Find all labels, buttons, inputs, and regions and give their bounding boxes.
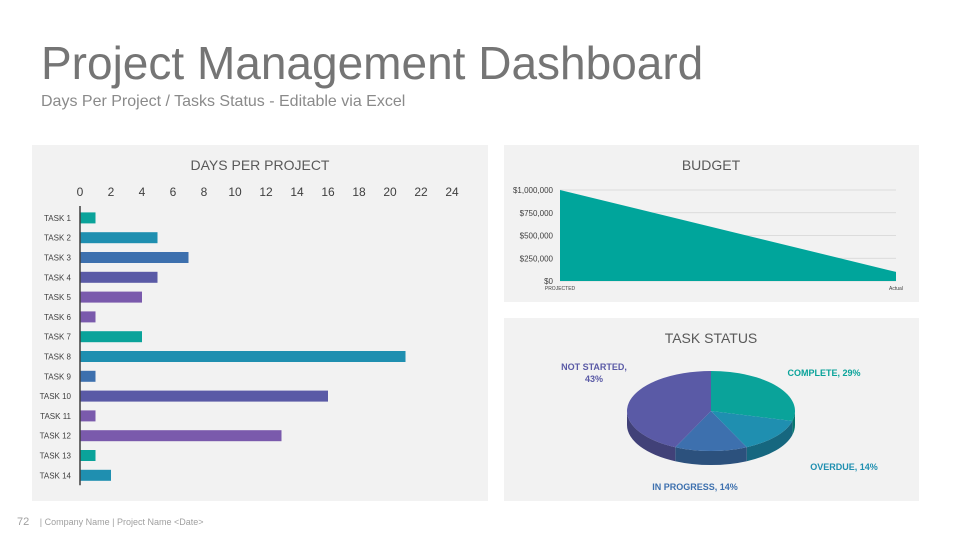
x-tick-label: 18 xyxy=(352,185,366,199)
pie-slice-side xyxy=(627,411,676,462)
y-category-label: TASK 7 xyxy=(44,333,72,342)
pie-slice-label: NOT STARTED, 43% xyxy=(561,362,627,384)
x-category-label: Actual xyxy=(889,286,903,292)
pie-slice-side xyxy=(746,420,793,462)
y-tick-label: $1,000,000 xyxy=(513,186,554,195)
bar xyxy=(80,232,158,244)
y-category-label: TASK 5 xyxy=(44,293,72,302)
y-tick-label: $0 xyxy=(544,277,553,286)
x-tick-label: 14 xyxy=(290,185,304,199)
days-per-project-chart: DAYS PER PROJECT 0 2 4 6 8 10 12 14 16 18 20 22 24TA… xyxy=(40,157,459,486)
y-category-label: TASK 11 xyxy=(40,412,71,421)
page-number: 72 xyxy=(17,516,30,528)
footer: 72 | Company Name | Project Name <Date> xyxy=(17,516,204,528)
x-category-label: PROJECTED xyxy=(545,286,576,292)
pie-slice xyxy=(711,411,793,448)
pie-slice xyxy=(675,411,747,451)
x-tick-label: 16 xyxy=(321,185,335,199)
bar xyxy=(80,469,111,481)
days-per-project-panel: DAYS PER PROJECT 0 2 4 6 8 10 12 14 16 18 20 22 24 TA… xyxy=(32,145,488,501)
bar xyxy=(80,252,189,263)
y-category-label: TASK 12 xyxy=(40,432,72,441)
pie-slice-side xyxy=(792,411,795,435)
y-category-label: TASK 3 xyxy=(44,254,72,263)
y-category-label: TASK 9 xyxy=(44,372,72,381)
bar xyxy=(80,212,96,224)
bar xyxy=(80,370,96,382)
budget-panel: BUDGET $0 $250,000 $500,000 $750,000 $1,000,… xyxy=(504,145,919,302)
page-subtitle: Days Per Project / Tasks Status - Editab… xyxy=(41,93,406,110)
pie-slice xyxy=(627,371,711,448)
x-tick-label: 10 xyxy=(228,185,242,199)
bar xyxy=(80,311,96,323)
pie-slice-label: COMPLETE, 29% xyxy=(787,368,860,378)
page-title: Project Management Dashboard xyxy=(41,37,704,89)
x-tick-label: 4 xyxy=(139,185,146,199)
bar xyxy=(80,351,406,362)
bar xyxy=(80,291,142,303)
task-status-chart-title: TASK STATUS xyxy=(665,330,758,346)
x-tick-label: 6 xyxy=(170,185,177,199)
bar xyxy=(80,450,96,461)
y-category-label: TASK 6 xyxy=(44,313,72,322)
y-category-label: TASK 8 xyxy=(44,353,72,362)
bar xyxy=(80,430,282,442)
budget-chart: BUDGET $0 $250,000 $500,000 $750,000 $1,000,… xyxy=(513,157,903,292)
y-category-label: TASK 14 xyxy=(40,471,72,480)
pie-slice-label: IN PROGRESS, 14% xyxy=(652,482,738,492)
bar xyxy=(80,271,158,283)
pie-slice xyxy=(711,371,795,421)
x-tick-label: 2 xyxy=(108,185,115,199)
y-category-label: TASK 4 xyxy=(44,273,72,282)
bar xyxy=(80,390,328,402)
task-status-chart: TASK STATUS COMPLETE, 29% OVERDUE, 14% IN … xyxy=(561,330,878,492)
y-category-label: TASK 10 xyxy=(40,392,72,401)
y-tick-label: $250,000 xyxy=(520,254,554,263)
pie-slice-label: OVERDUE, 14% xyxy=(810,462,878,472)
x-tick-label: 0 xyxy=(77,185,84,199)
footer-text: | Company Name | Project Name <Date> xyxy=(39,517,204,527)
budget-chart-title: BUDGET xyxy=(682,157,741,173)
x-tick-label: 12 xyxy=(259,185,273,199)
days-chart-title: DAYS PER PROJECT xyxy=(191,157,330,173)
pie-slice-side xyxy=(675,447,747,465)
x-tick-label: 20 xyxy=(383,185,397,199)
task-status-panel: TASK STATUS COMPLETE, 29% OVERDUE, 14% IN … xyxy=(504,318,919,501)
x-tick-label: 22 xyxy=(414,185,428,199)
x-tick-label: 24 xyxy=(445,185,459,199)
x-tick-label: 8 xyxy=(201,185,208,199)
y-tick-label: $500,000 xyxy=(520,232,554,241)
bar xyxy=(80,410,96,422)
y-category-label: TASK 2 xyxy=(44,234,72,243)
y-tick-label: $750,000 xyxy=(520,209,554,218)
y-category-label: TASK 1 xyxy=(44,214,72,223)
bar xyxy=(80,331,142,343)
y-category-label: TASK 13 xyxy=(40,452,72,461)
budget-area xyxy=(560,190,896,281)
